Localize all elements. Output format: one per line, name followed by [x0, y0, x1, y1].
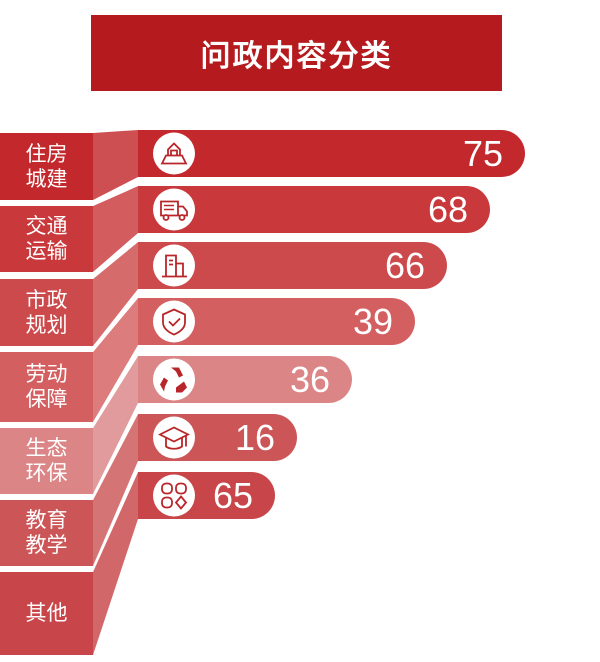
value-label: 36 — [289, 359, 330, 400]
connector — [93, 242, 138, 346]
bar — [138, 356, 352, 403]
truck-icon — [153, 188, 195, 231]
connector — [93, 414, 138, 566]
connector — [93, 472, 138, 655]
category-label: 生态 环保 — [25, 436, 68, 485]
category-label: 住房 城建 — [25, 141, 68, 191]
category-label: 教育 教学 — [25, 508, 68, 557]
category-block — [0, 279, 93, 346]
connector — [93, 130, 138, 200]
bar — [138, 242, 447, 289]
bar — [138, 298, 415, 345]
bar — [138, 186, 490, 233]
graduation-cap-icon — [153, 416, 195, 459]
bar — [138, 130, 525, 177]
category-block — [0, 428, 93, 494]
category-label: 市政 规划 — [25, 287, 68, 337]
separator — [0, 237, 138, 279]
value-label: 66 — [384, 245, 425, 286]
category-block — [0, 133, 93, 200]
category-block — [0, 206, 93, 272]
separator — [0, 181, 138, 206]
value-label: 39 — [352, 301, 393, 342]
category-label: 劳动 保障 — [25, 362, 68, 411]
separator — [0, 351, 138, 428]
value-label: 75 — [462, 133, 503, 174]
category-label: 其他 — [25, 601, 68, 625]
connector — [93, 186, 138, 272]
separator — [0, 293, 138, 352]
connector — [93, 356, 138, 494]
chart-title: 问政内容分类 — [91, 15, 502, 91]
grid-icon — [153, 474, 195, 517]
value-label: 65 — [212, 475, 253, 516]
house-icon — [153, 132, 195, 175]
category-block — [0, 572, 93, 655]
recycle-icon — [153, 358, 195, 401]
category-label: 交通 运输 — [25, 214, 68, 263]
category-block — [0, 352, 93, 422]
building-icon — [153, 244, 195, 287]
value-label: 68 — [427, 189, 468, 230]
category-block — [0, 500, 93, 566]
value-label: 16 — [234, 417, 275, 458]
connector — [93, 298, 138, 422]
separator — [0, 467, 138, 572]
separator — [0, 409, 138, 500]
shield-check-icon — [153, 300, 195, 343]
